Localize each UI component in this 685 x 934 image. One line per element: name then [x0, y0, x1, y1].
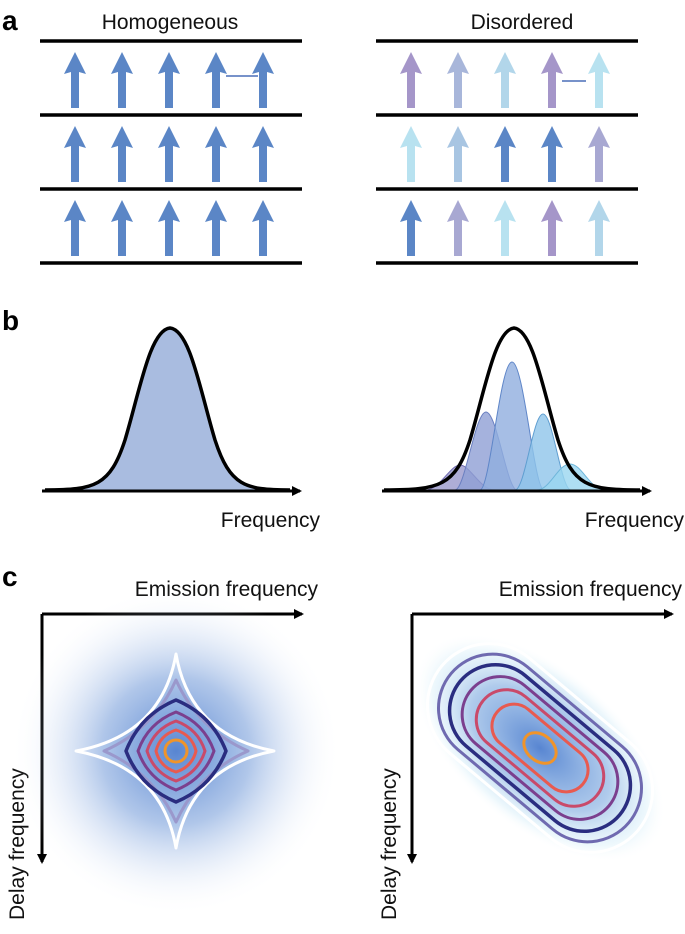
inhomogeneous-components: [424, 361, 606, 491]
contour-line: [460, 675, 620, 821]
contour-line: [154, 728, 198, 774]
spin-arrow: [400, 52, 422, 108]
spin-arrow: [541, 200, 563, 256]
panel-c: c Emission frequency Delay frequency Emi…: [2, 561, 683, 920]
inhomogeneous-lineshape: [383, 326, 641, 492]
contour-line: [474, 688, 606, 808]
spin-arrow: [64, 200, 86, 256]
spin-arrow: [588, 52, 610, 108]
spin-arrow: [158, 126, 180, 182]
spin-arrow: [400, 126, 422, 182]
spin-arrow: [541, 52, 563, 108]
homogeneous-arrows: [64, 52, 274, 256]
contour-line: [447, 662, 633, 834]
spin-arrow: [400, 200, 422, 256]
spin-arrow: [158, 200, 180, 256]
spin-arrow: [447, 52, 469, 108]
contour-line: [74, 652, 276, 850]
spin-arrow: [252, 200, 274, 256]
spin-arrow: [205, 200, 227, 256]
spin-arrow: [541, 126, 563, 182]
contour-line: [136, 710, 216, 792]
panel-letter-a: a: [2, 5, 18, 36]
emission-label-right: Emission frequency: [499, 578, 683, 601]
spin-arrow: [111, 52, 133, 108]
panel-b: b Frequency Frequency: [2, 305, 684, 532]
spin-arrow: [252, 52, 274, 108]
spin-arrow: [64, 126, 86, 182]
homogeneous-lineshape-fill: [45, 328, 290, 490]
spin-arrow: [111, 126, 133, 182]
panel-a: a Homogeneous Disordered: [2, 5, 638, 265]
contour-line: [425, 642, 655, 854]
contour-line: [124, 698, 228, 804]
spin-arrow: [588, 200, 610, 256]
spectrum-glow: [11, 586, 341, 916]
panel-letter-c: c: [2, 561, 18, 592]
contour-line: [522, 731, 558, 765]
spin-arrow: [205, 126, 227, 182]
disordered-layers: [376, 39, 638, 265]
spin-arrow: [447, 200, 469, 256]
spin-arrow: [588, 126, 610, 182]
spin-arrow: [111, 200, 133, 256]
contour-line: [145, 719, 207, 783]
contour-line: [437, 652, 643, 844]
spin-arrow: [494, 52, 516, 108]
contour-line: [490, 702, 590, 794]
delay-label-right: Delay frequency: [378, 768, 401, 920]
disordered-arrows: [400, 52, 610, 256]
homogeneous-2d-spectrum: Emission frequency Delay frequency: [6, 578, 341, 920]
homogeneous-lineshape: [44, 326, 291, 492]
spin-arrow: [64, 52, 86, 108]
panel-letter-b: b: [2, 305, 19, 336]
frequency-label-right: Frequency: [585, 509, 685, 532]
spin-arrow: [447, 126, 469, 182]
homogeneous-layers: [40, 39, 302, 265]
contour-line: [102, 678, 250, 824]
spin-arrow: [494, 126, 516, 182]
spin-arrow: [252, 126, 274, 182]
disordered-2d-spectrum: Emission frequency Delay frequency: [378, 578, 683, 920]
spin-arrow: [158, 52, 180, 108]
frequency-label-left: Frequency: [221, 509, 321, 532]
spin-arrow: [205, 52, 227, 108]
contour-line: [163, 738, 189, 764]
disordered-title: Disordered: [471, 11, 574, 34]
homogeneous-title: Homogeneous: [102, 11, 239, 34]
spin-arrow: [494, 200, 516, 256]
spectrum-glow: [414, 633, 666, 863]
